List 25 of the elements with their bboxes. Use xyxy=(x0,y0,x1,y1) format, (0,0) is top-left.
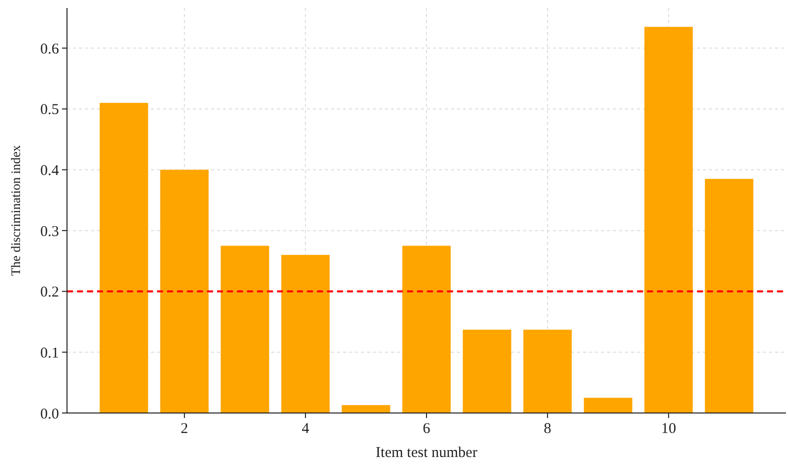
x-tick-label: 2 xyxy=(180,421,188,437)
x-tick-label: 4 xyxy=(302,421,310,437)
x-tick-label: 10 xyxy=(661,421,676,437)
bar xyxy=(644,26,693,413)
y-tick-label: 0.1 xyxy=(40,345,59,362)
y-tick-label: 0.5 xyxy=(40,102,59,118)
y-tick-label: 0.0 xyxy=(40,406,59,422)
bar xyxy=(704,178,754,413)
bar xyxy=(220,246,270,413)
bar xyxy=(281,254,330,413)
x-tick-label: 8 xyxy=(544,421,552,437)
y-tick-label: 0.4 xyxy=(40,163,60,180)
bar xyxy=(584,398,632,413)
bar xyxy=(523,330,572,413)
y-tick-label: 0.3 xyxy=(40,224,59,240)
y-tick-label: 0.6 xyxy=(40,41,60,58)
x-tick-label: 6 xyxy=(422,421,431,437)
y-axis-title: The discrimination index xyxy=(8,144,23,276)
bar xyxy=(462,330,512,413)
x-axis-title: Item test number xyxy=(376,445,478,461)
y-tick-label: 0.2 xyxy=(40,284,59,301)
bar xyxy=(402,246,451,413)
bar xyxy=(342,405,390,413)
bar xyxy=(160,170,209,413)
bar xyxy=(100,102,148,413)
